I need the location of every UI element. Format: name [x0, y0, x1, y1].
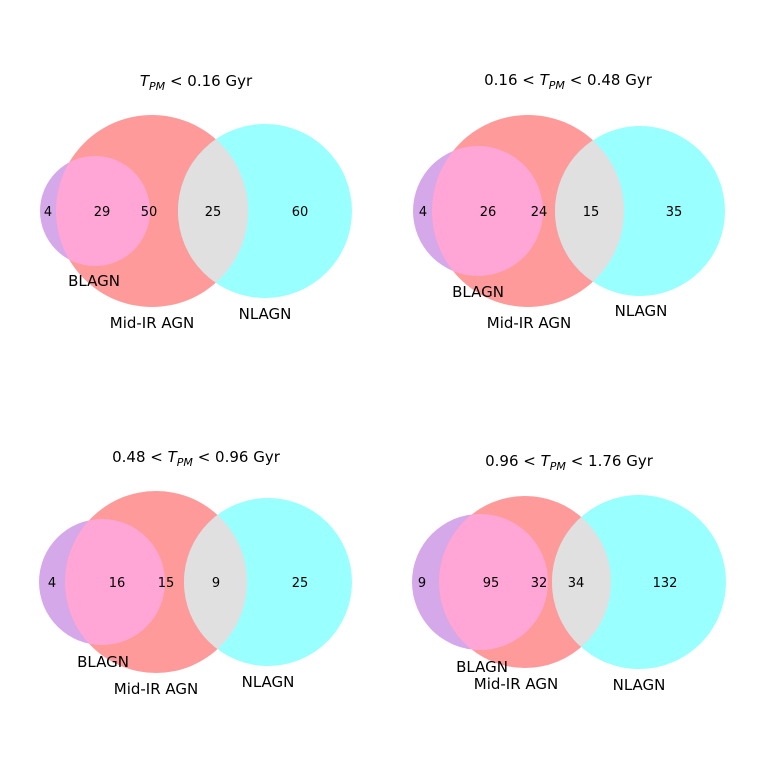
label-midir: Mid-IR AGN: [474, 675, 559, 693]
count-midir-nlagn: 15: [583, 205, 600, 220]
count-nlagn-only: 25: [292, 576, 309, 591]
label-nlagn: NLAGN: [613, 676, 666, 694]
count-midir-nlagn: 25: [205, 205, 222, 220]
count-blagn-midir: 16: [109, 576, 126, 591]
label-blagn: BLAGN: [77, 653, 129, 671]
blagn-midir-intersection: [56, 156, 150, 266]
label-blagn: BLAGN: [456, 658, 508, 676]
panel-title: TPM < 0.16 Gyr: [140, 72, 253, 93]
count-midir-only: 15: [158, 576, 175, 591]
count-blagn-only: 4: [419, 205, 427, 220]
venn-panel-2: 0.16 < TPM < 0.48 Gyr 4 26 24 15 35 BLAGN Mid-I…: [413, 71, 725, 332]
panel-title: 0.48 < TPM < 0.96 Gyr: [112, 448, 281, 469]
count-midir-only: 24: [531, 205, 548, 220]
count-nlagn-only: 60: [292, 205, 309, 220]
count-blagn-midir: 26: [480, 205, 497, 220]
count-blagn-only: 4: [44, 205, 52, 220]
label-midir: Mid-IR AGN: [114, 680, 199, 698]
label-nlagn: NLAGN: [239, 305, 292, 323]
label-blagn: BLAGN: [68, 272, 120, 290]
count-midir-nlagn: 9: [212, 576, 220, 591]
blagn-midir-intersection: [432, 146, 543, 276]
count-midir-only: 50: [141, 205, 158, 220]
panel-title: 0.16 < TPM < 0.48 Gyr: [484, 71, 653, 92]
venn-panel-1: TPM < 0.16 Gyr 4 29 50 25 60 BLAGN Mid-IR AGN NL…: [40, 72, 352, 332]
midir-nlagn-intersection: [184, 498, 247, 666]
venn-panel-3: 0.48 < TPM < 0.96 Gyr 4 16 15 9 25 BLAGN Mid-IR…: [39, 448, 352, 698]
count-nlagn-only: 132: [653, 576, 678, 591]
count-nlagn-only: 35: [666, 205, 683, 220]
count-midir-nlagn: 34: [568, 576, 585, 591]
midir-nlagn-intersection: [178, 124, 248, 298]
count-midir-only: 32: [531, 576, 548, 591]
count-blagn-only: 9: [418, 576, 426, 591]
panel-title: 0.96 < TPM < 1.76 Gyr: [485, 452, 654, 473]
count-blagn-only: 4: [48, 576, 56, 591]
label-midir: Mid-IR AGN: [110, 314, 195, 332]
count-blagn-midir: 29: [94, 205, 111, 220]
label-midir: Mid-IR AGN: [487, 314, 572, 332]
venn-panel-4: 0.96 < TPM < 1.76 Gyr 9 95 32 34 132 BLAGNMid-…: [412, 452, 726, 694]
label-blagn: BLAGN: [452, 283, 504, 301]
midir-nlagn-intersection: [552, 496, 611, 668]
label-nlagn: NLAGN: [242, 673, 295, 691]
label-nlagn: NLAGN: [615, 302, 668, 320]
count-blagn-midir: 95: [483, 576, 500, 591]
midir-nlagn-intersection: [555, 126, 624, 296]
